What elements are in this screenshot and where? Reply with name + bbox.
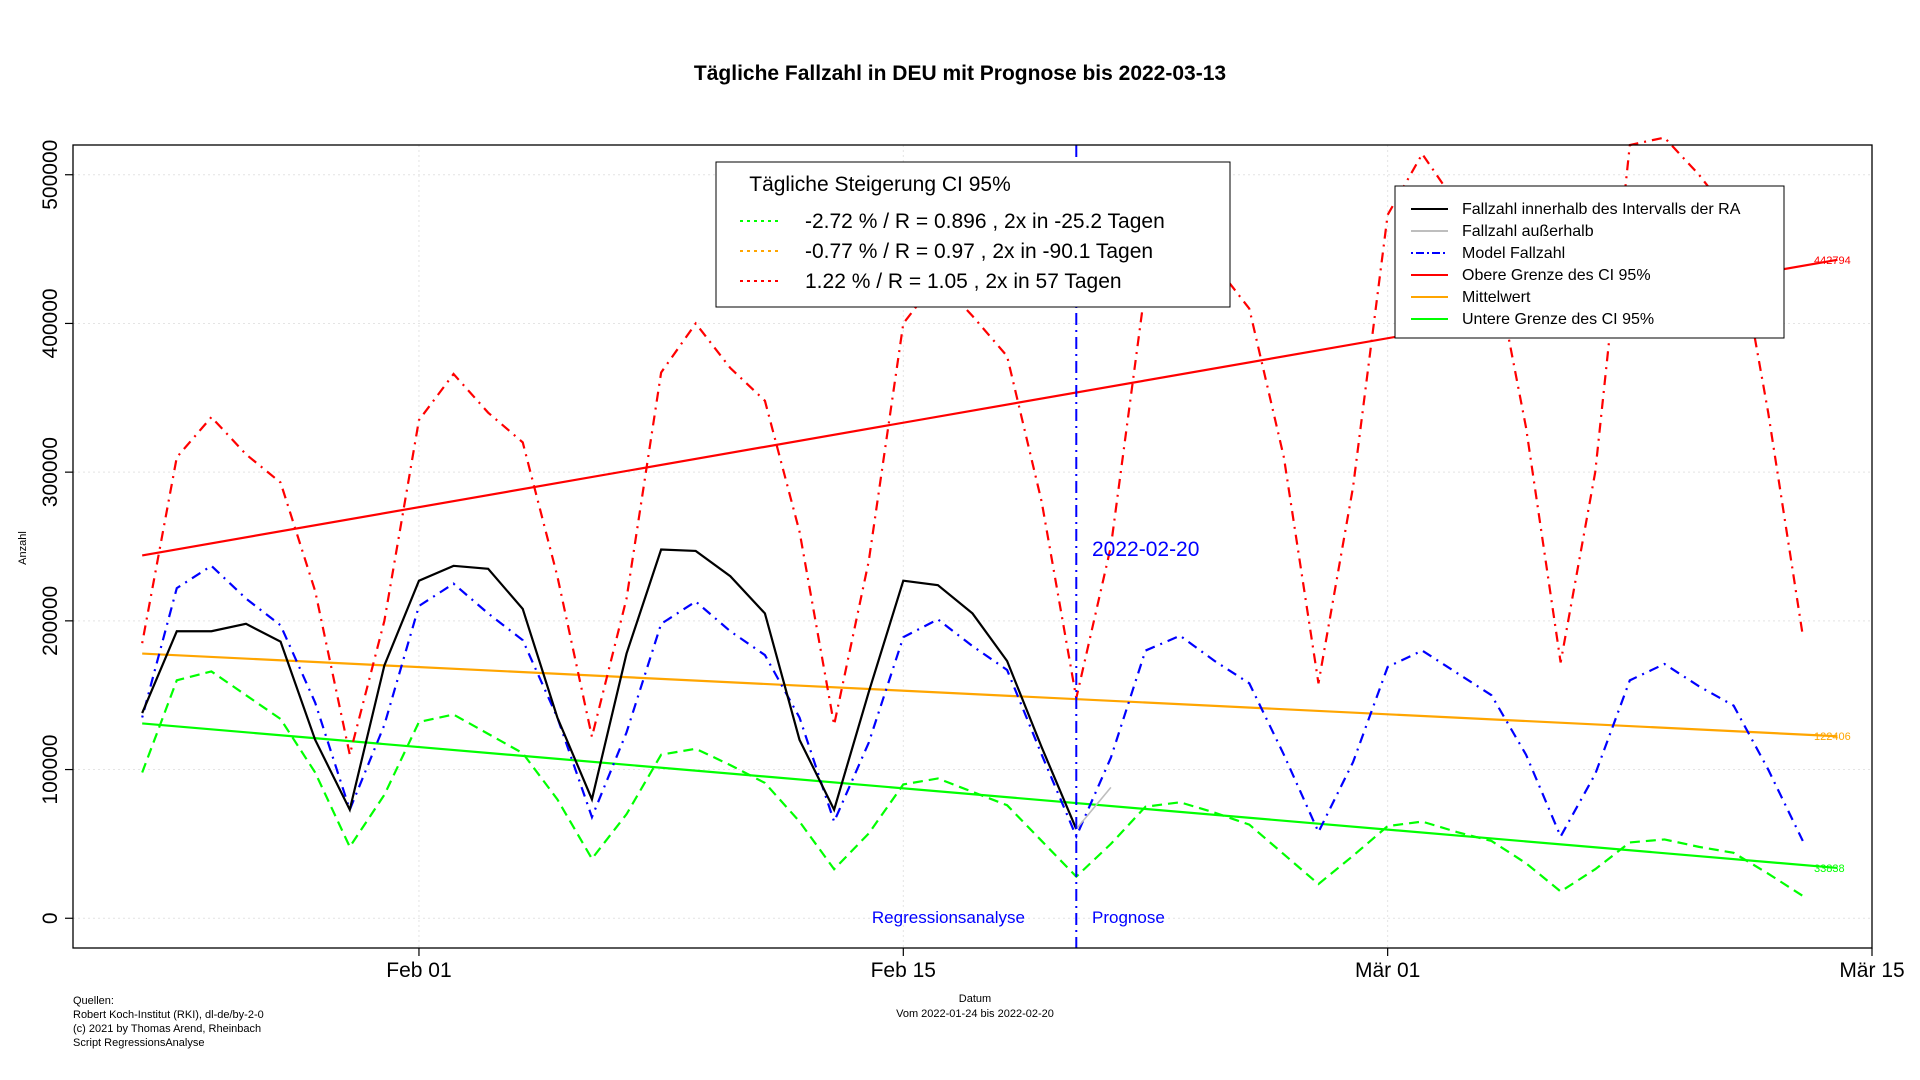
y-axis-label: Anzahl: [17, 531, 29, 565]
series-lower-ci: [142, 722, 1838, 870]
series-model-lower: [141, 670, 1804, 897]
series-mean: [142, 652, 1838, 738]
forecast-label: Prognose: [1092, 908, 1165, 927]
footer-line: Script RegressionsAnalyse: [73, 1037, 204, 1049]
series-legend-box: [1394, 185, 1785, 339]
chart-title: Tägliche Fallzahl in DEU mit Prognose bi…: [694, 62, 1226, 85]
y-tick-label: 100000: [39, 735, 62, 805]
legend-entry: Fallzahl außerhalb: [1462, 223, 1594, 240]
x-tick-label: Mär 15: [1839, 959, 1904, 982]
footer-line: Robert Koch-Institut (RKI), dl-de/by-2-0: [73, 1009, 264, 1021]
cutoff-date-label: 2022-02-20: [1092, 538, 1199, 561]
legend-entry: Mittelwert: [1462, 289, 1531, 306]
series-model: [141, 564, 1804, 842]
regression-label: Regressionsanalyse: [872, 908, 1025, 927]
y-axis: 0 100000 200000 300000 400000 500000: [39, 140, 73, 924]
y-tick-label: 200000: [39, 586, 62, 656]
growth-legend-item: -0.77 % / R = 0.97 , 2x in -90.1 Tagen: [805, 240, 1153, 263]
growth-legend: Tägliche Steigerung CI 95% -2.72 % / R =…: [715, 161, 1231, 308]
end-value-label: 33838: [1814, 863, 1845, 875]
legend-entry: Fallzahl innerhalb des Intervalls der RA: [1462, 201, 1741, 218]
y-tick-label: 400000: [39, 288, 62, 358]
footer-sources: Quellen: Robert Koch-Institut (RKI), dl-d…: [73, 995, 264, 1049]
x-tick-label: Mär 01: [1355, 959, 1420, 982]
series-actual: [141, 548, 1078, 830]
series-outside: [1075, 786, 1112, 830]
x-axis: Feb 01 Feb 15 Mär 01 Mär 15: [386, 948, 1905, 982]
end-value-label: 442794: [1814, 255, 1851, 267]
end-labels: 442794 122406 33838: [1814, 255, 1851, 875]
series-model-upper: [141, 136, 1804, 755]
footer-line: Quellen:: [73, 995, 114, 1007]
growth-legend-item: -2.72 % / R = 0.896 , 2x in -25.2 Tagen: [805, 210, 1165, 233]
x-axis-label: Datum: [959, 993, 991, 1005]
x-tick-label: Feb 15: [871, 959, 936, 982]
x-tick-label: Feb 01: [386, 959, 451, 982]
plot-frame: [72, 144, 1873, 949]
x-axis-sublabel: Vom 2022-01-24 bis 2022-02-20: [896, 1008, 1054, 1020]
growth-legend-item: 1.22 % / R = 1.05 , 2x in 57 Tagen: [805, 270, 1122, 293]
legend-entry: Model Fallzahl: [1462, 245, 1565, 262]
legend-entry: Untere Grenze des CI 95%: [1462, 311, 1654, 328]
footer-line: (c) 2021 by Thomas Arend, Rheinbach: [73, 1023, 261, 1035]
y-tick-label: 300000: [39, 437, 62, 507]
y-tick-label: 500000: [39, 140, 62, 210]
series-legend: Fallzahl innerhalb des Intervalls der RA…: [1394, 185, 1785, 339]
end-value-label: 122406: [1814, 731, 1851, 743]
cutoff-annotations: 2022-02-20 Regressionsanalyse Prognose: [872, 538, 1200, 927]
y-tick-label: 0: [39, 912, 62, 924]
growth-legend-title: Tägliche Steigerung CI 95%: [749, 173, 1011, 196]
legend-entry: Obere Grenze des CI 95%: [1462, 267, 1651, 284]
growth-legend-box: [715, 161, 1231, 308]
